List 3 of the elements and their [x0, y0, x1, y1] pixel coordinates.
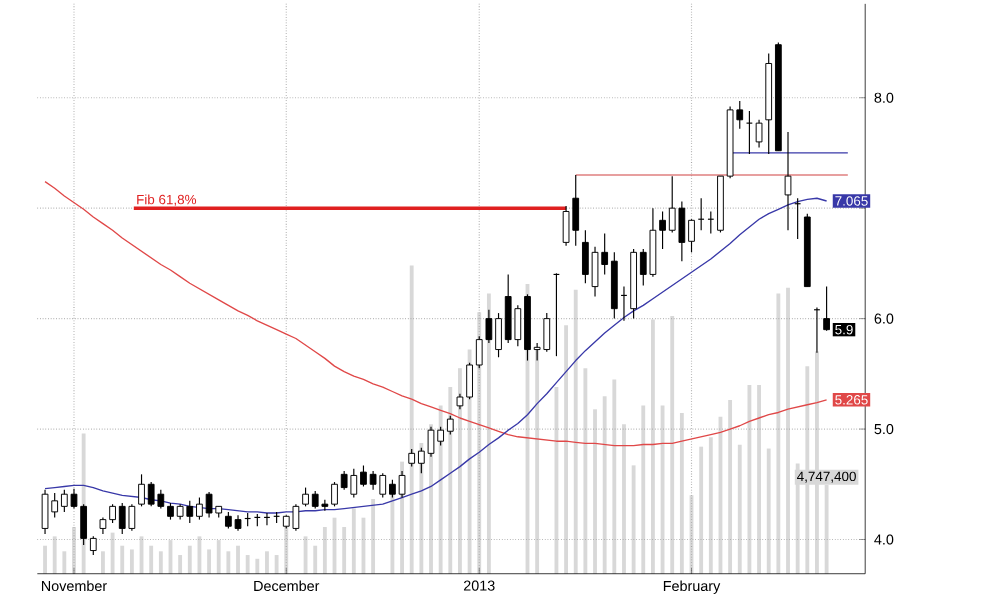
candlestick — [745, 110, 753, 155]
candlestick — [784, 131, 792, 231]
candlestick — [755, 118, 763, 148]
